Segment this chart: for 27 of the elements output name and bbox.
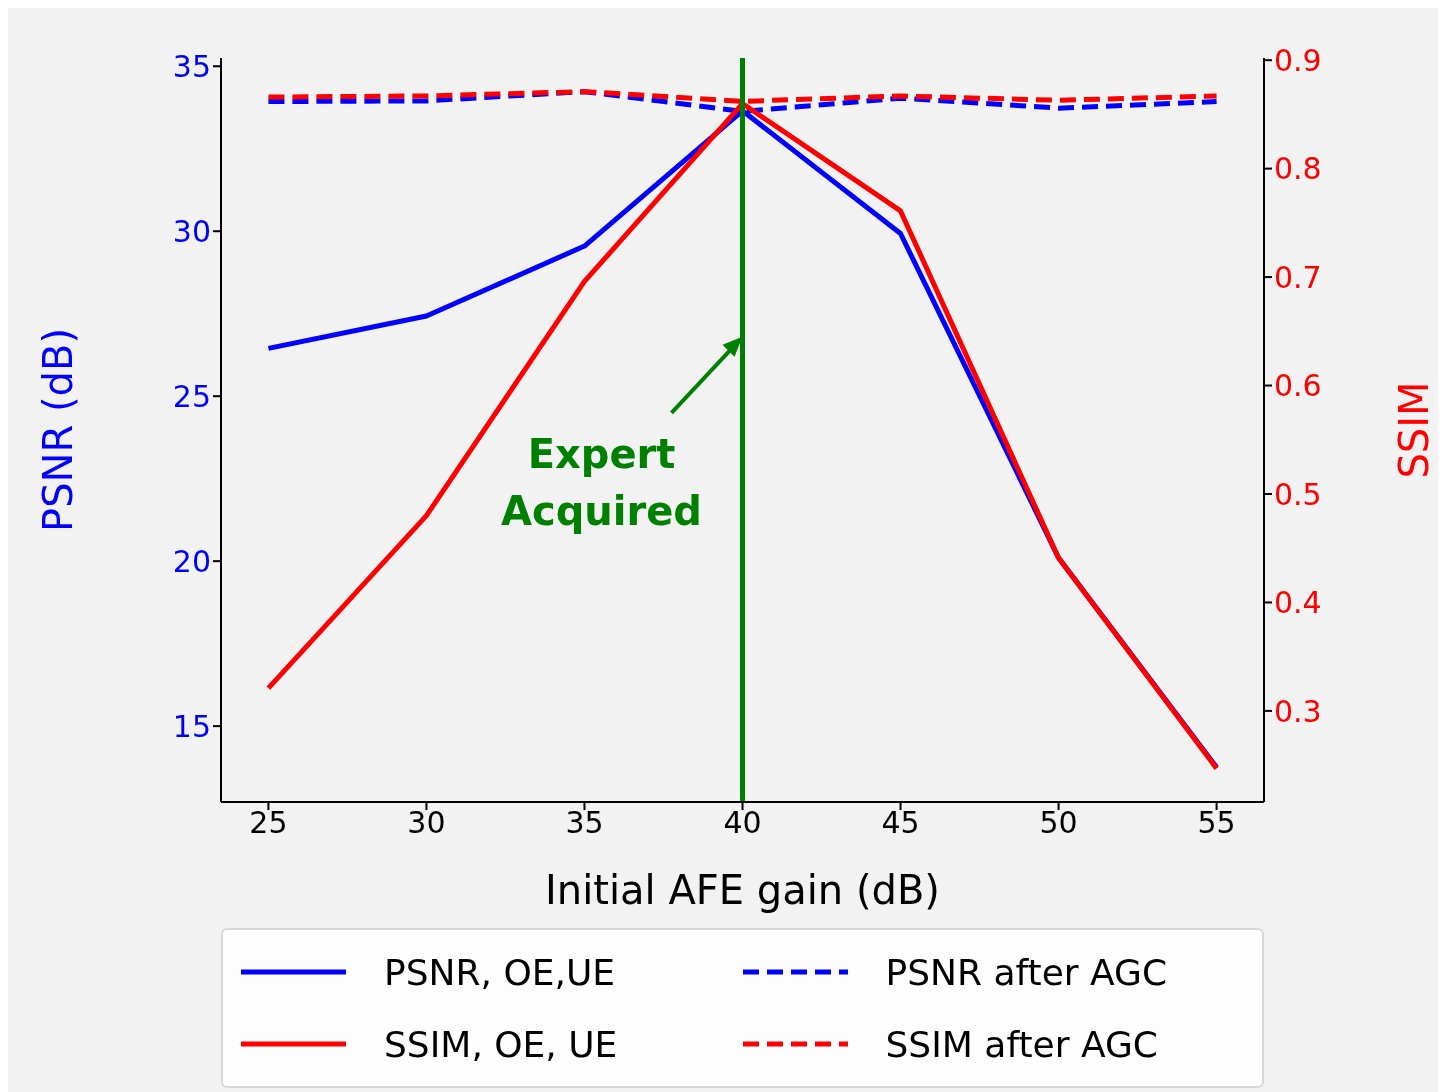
y-tick-label: 25 (172, 378, 211, 414)
x-axis-title: Initial AFE gain (dB) (545, 867, 940, 913)
x-tick-label: 30 (407, 805, 446, 841)
y-tick-label: 30 (172, 213, 211, 249)
annotation: Expert Acquired (501, 430, 702, 534)
y-tick-label: 20 (172, 543, 211, 579)
y2-tick-label: 0.6 (1274, 368, 1322, 404)
y2-axis-title: SSIM (1391, 381, 1438, 479)
y2-tick-label: 0.8 (1274, 151, 1322, 187)
legend-label: PSNR after AGC (885, 951, 1168, 993)
x-tick-label: 45 (881, 805, 920, 841)
x-tick-label: 25 (249, 805, 288, 841)
y2-tick-label: 0.5 (1274, 476, 1322, 512)
y-tick-label: 35 (172, 48, 211, 84)
x-tick-label: 55 (1197, 805, 1236, 841)
y-axis-title: PSNR (dB) (35, 328, 82, 532)
y2-tick-label: 0.4 (1274, 585, 1322, 621)
legend-label: PSNR, OE,UE (384, 951, 616, 993)
y2-tick-label: 0.3 (1274, 693, 1322, 729)
y2-tick-label: 0.9 (1274, 42, 1322, 78)
x-tick-label: 35 (565, 805, 604, 841)
x-tick-label: 50 (1039, 805, 1078, 841)
y2-tick-label: 0.7 (1274, 259, 1322, 295)
x-tick-label: 40 (723, 805, 762, 841)
legend-label: SSIM, OE, UE (384, 1023, 618, 1065)
y-tick-label: 15 (172, 708, 211, 744)
legend-label: SSIM after AGC (885, 1023, 1158, 1065)
